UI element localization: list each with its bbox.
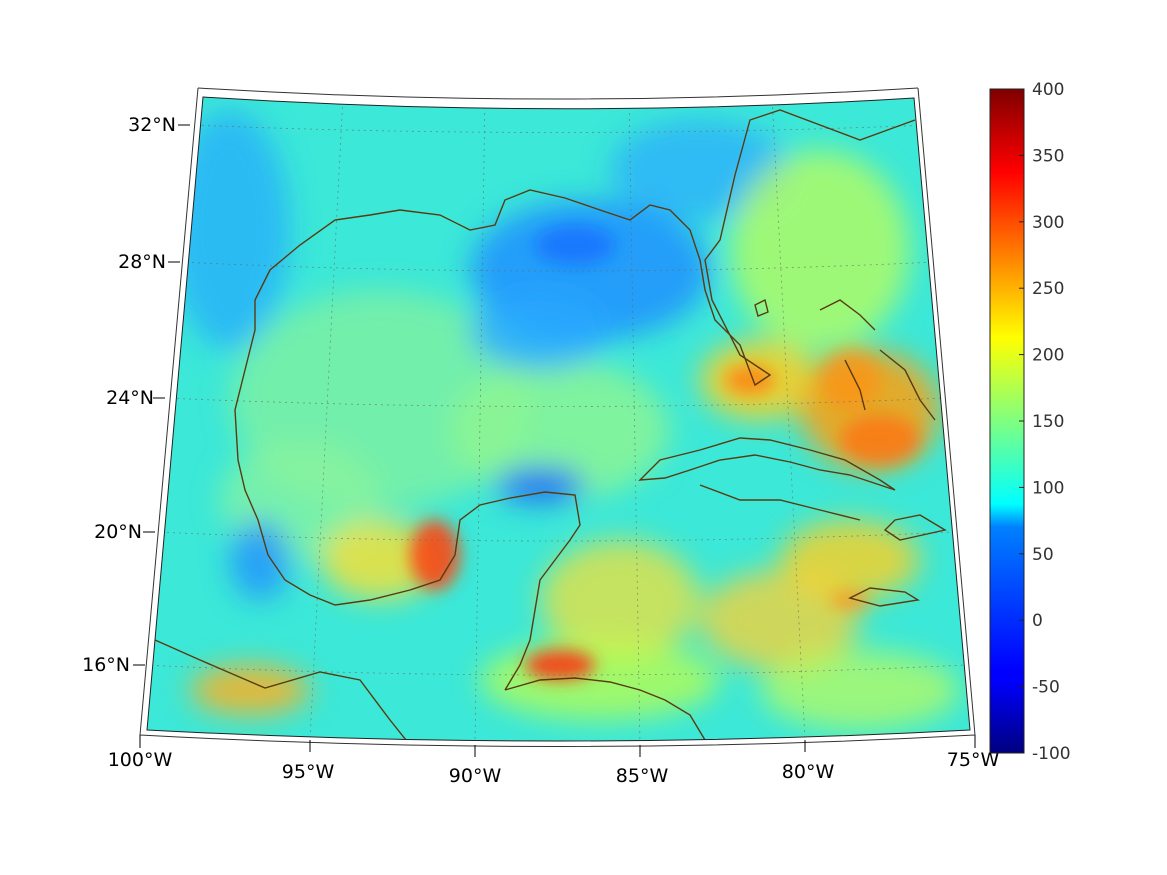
colorbar: 400 350 300 250 200 150 100 50 0 -50 -100	[989, 80, 1071, 764]
colorbar-tick-label: 300	[1032, 213, 1064, 233]
map-frame-outer-left	[139, 87, 199, 736]
map-frame-outer-right	[917, 87, 976, 736]
lon-labels: 100°W 95°W 90°W 85°W 80°W 75°W	[108, 749, 1000, 787]
colorbar-tick-label: 50	[1032, 545, 1054, 565]
graticule	[147, 97, 966, 741]
lon-label: 80°W	[782, 761, 835, 783]
colorbar-tick-label: 400	[1032, 80, 1064, 100]
lat-labels: 32°N 28°N 24°N 20°N 16°N	[82, 114, 176, 676]
coastline	[154, 109, 947, 741]
lon-label: 100°W	[108, 749, 173, 771]
lon-label: 95°W	[282, 761, 335, 783]
colorbar-tick-label: 0	[1032, 611, 1043, 631]
colorbar-gradient	[989, 88, 1025, 754]
map-frame-outer-top	[197, 87, 919, 100]
lat-label: 20°N	[94, 521, 142, 543]
map-frame-outer-bottom	[139, 734, 976, 747]
colorbar-tick-label: 250	[1032, 279, 1064, 299]
colorbar-tick-label: 100	[1032, 478, 1064, 498]
colorbar-tick-label: 150	[1032, 412, 1064, 432]
data-field	[147, 97, 970, 741]
colorbar-tick-label: 200	[1032, 346, 1064, 366]
lat-label: 16°N	[82, 654, 130, 676]
tick-marks	[133, 124, 976, 757]
map-frame	[146, 96, 971, 742]
lon-label: 90°W	[449, 765, 502, 787]
lat-label: 32°N	[128, 114, 176, 136]
colorbar-tick-label: -100	[1032, 744, 1071, 764]
colorbar-tick-label: -50	[1032, 678, 1060, 698]
lon-label: 75°W	[947, 749, 1000, 771]
lat-label: 28°N	[118, 251, 166, 273]
lat-label: 24°N	[106, 387, 154, 409]
colorbar-tick-label: 350	[1032, 146, 1064, 166]
lon-label: 85°W	[616, 765, 669, 787]
